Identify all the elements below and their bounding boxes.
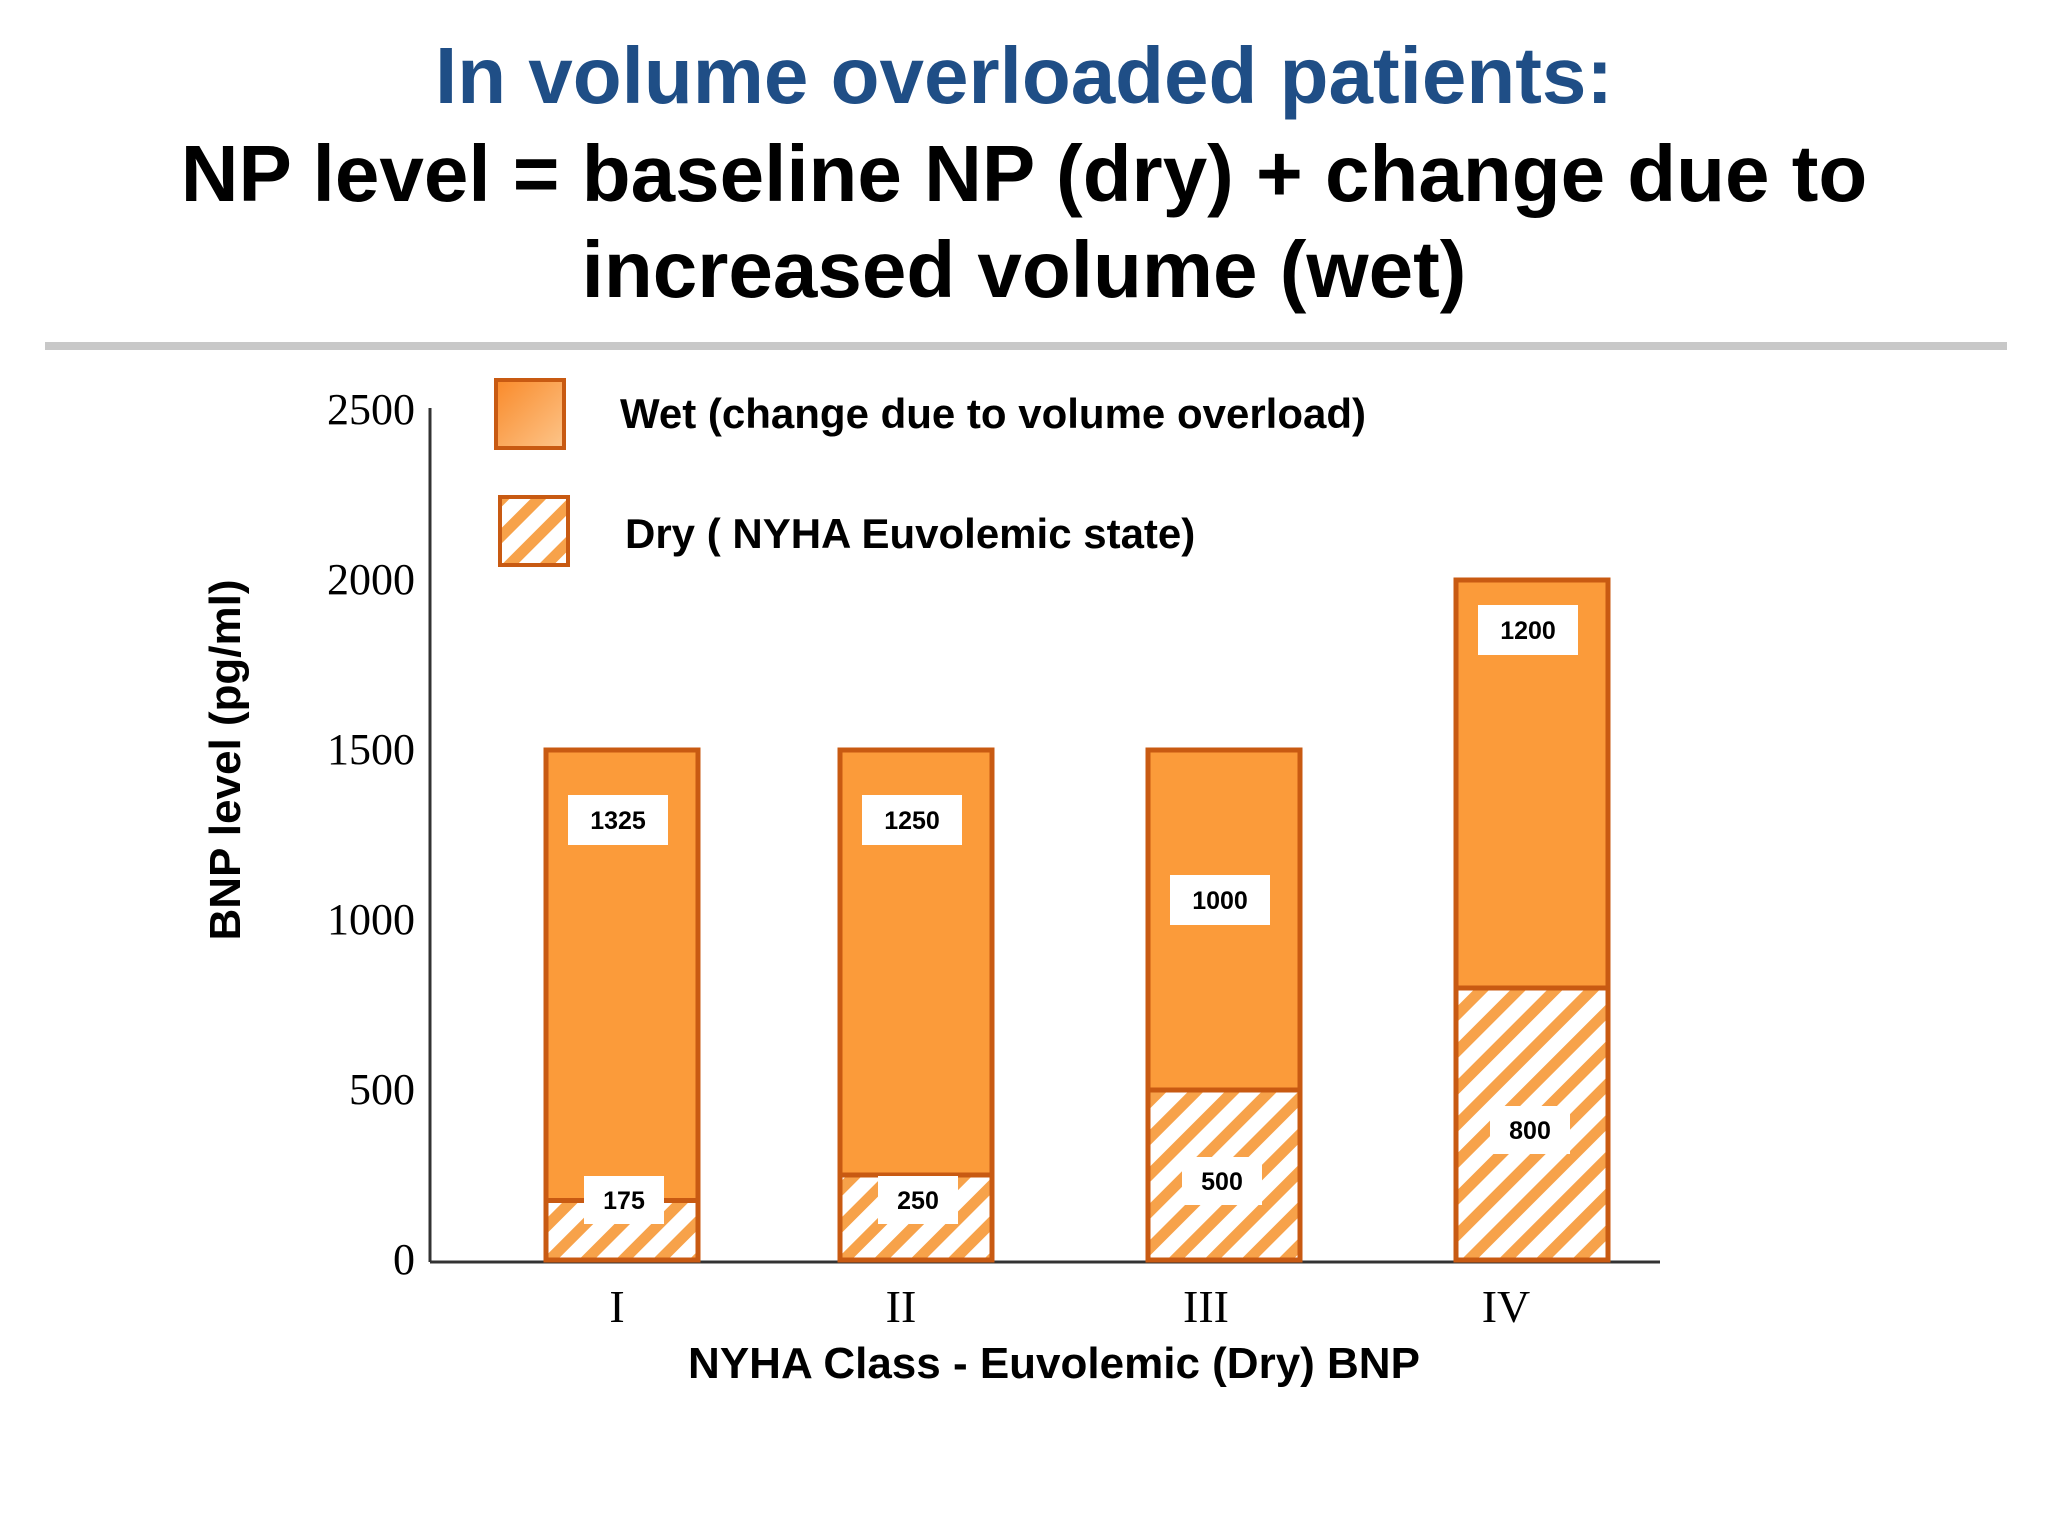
data-label-wet-I: 1325 xyxy=(590,807,646,835)
x-tick-label-IV: IV xyxy=(1482,1281,1531,1332)
data-labels: 1325 175 1250 250 1000 500 1200 800 xyxy=(568,605,1578,1224)
legend-swatch-wet xyxy=(494,378,566,450)
data-label-box xyxy=(878,1176,958,1224)
data-label-box xyxy=(1478,605,1578,655)
x-tick-label-I: I xyxy=(609,1281,624,1332)
x-tick-label-II: II xyxy=(886,1281,917,1332)
y-axis-label: BNP level (pg/ml) xyxy=(201,579,250,940)
slide-title-line3: increased volume (wet) xyxy=(581,225,1467,314)
bar-dry-I xyxy=(543,1198,701,1263)
data-label-box xyxy=(1170,875,1270,925)
legend: Wet (change due to volume overload) Dry (… xyxy=(494,378,1366,567)
legend-label-dry: Dry ( NYHA Euvolemic state) xyxy=(625,510,1195,557)
x-tick-label-III: III xyxy=(1183,1281,1229,1332)
y-tick-label: 1000 xyxy=(327,895,415,944)
data-label-wet-II: 1250 xyxy=(884,807,940,835)
data-label-dry-III: 500 xyxy=(1201,1168,1243,1196)
y-tick-label: 2000 xyxy=(327,555,415,604)
y-tick-label: 500 xyxy=(349,1065,415,1114)
data-label-box xyxy=(862,795,962,845)
y-tick-label: 2500 xyxy=(327,385,415,434)
data-label-dry-II: 250 xyxy=(897,1187,939,1215)
slide-title-line1: In volume overloaded patients: xyxy=(434,31,1613,120)
legend-swatch-dry xyxy=(498,495,570,567)
legend-label-wet: Wet (change due to volume overload) xyxy=(620,390,1366,437)
bars xyxy=(543,577,1611,1263)
data-label-dry-I: 175 xyxy=(603,1187,645,1215)
data-label-box xyxy=(1182,1157,1262,1205)
data-label-box xyxy=(1490,1106,1570,1154)
data-label-box xyxy=(568,795,668,845)
data-label-dry-IV: 800 xyxy=(1509,1117,1551,1145)
y-tick-label: 1500 xyxy=(327,725,415,774)
x-axis-label: NYHA Class - Euvolemic (Dry) BNP xyxy=(688,1339,1420,1388)
data-label-wet-III: 1000 xyxy=(1192,887,1248,915)
header-divider xyxy=(45,342,2007,350)
y-tick-label: 0 xyxy=(393,1235,415,1284)
slide-title-line2: NP level = baseline NP (dry) + change du… xyxy=(180,129,1868,218)
data-label-box xyxy=(584,1176,664,1224)
data-label-wet-IV: 1200 xyxy=(1500,617,1556,645)
